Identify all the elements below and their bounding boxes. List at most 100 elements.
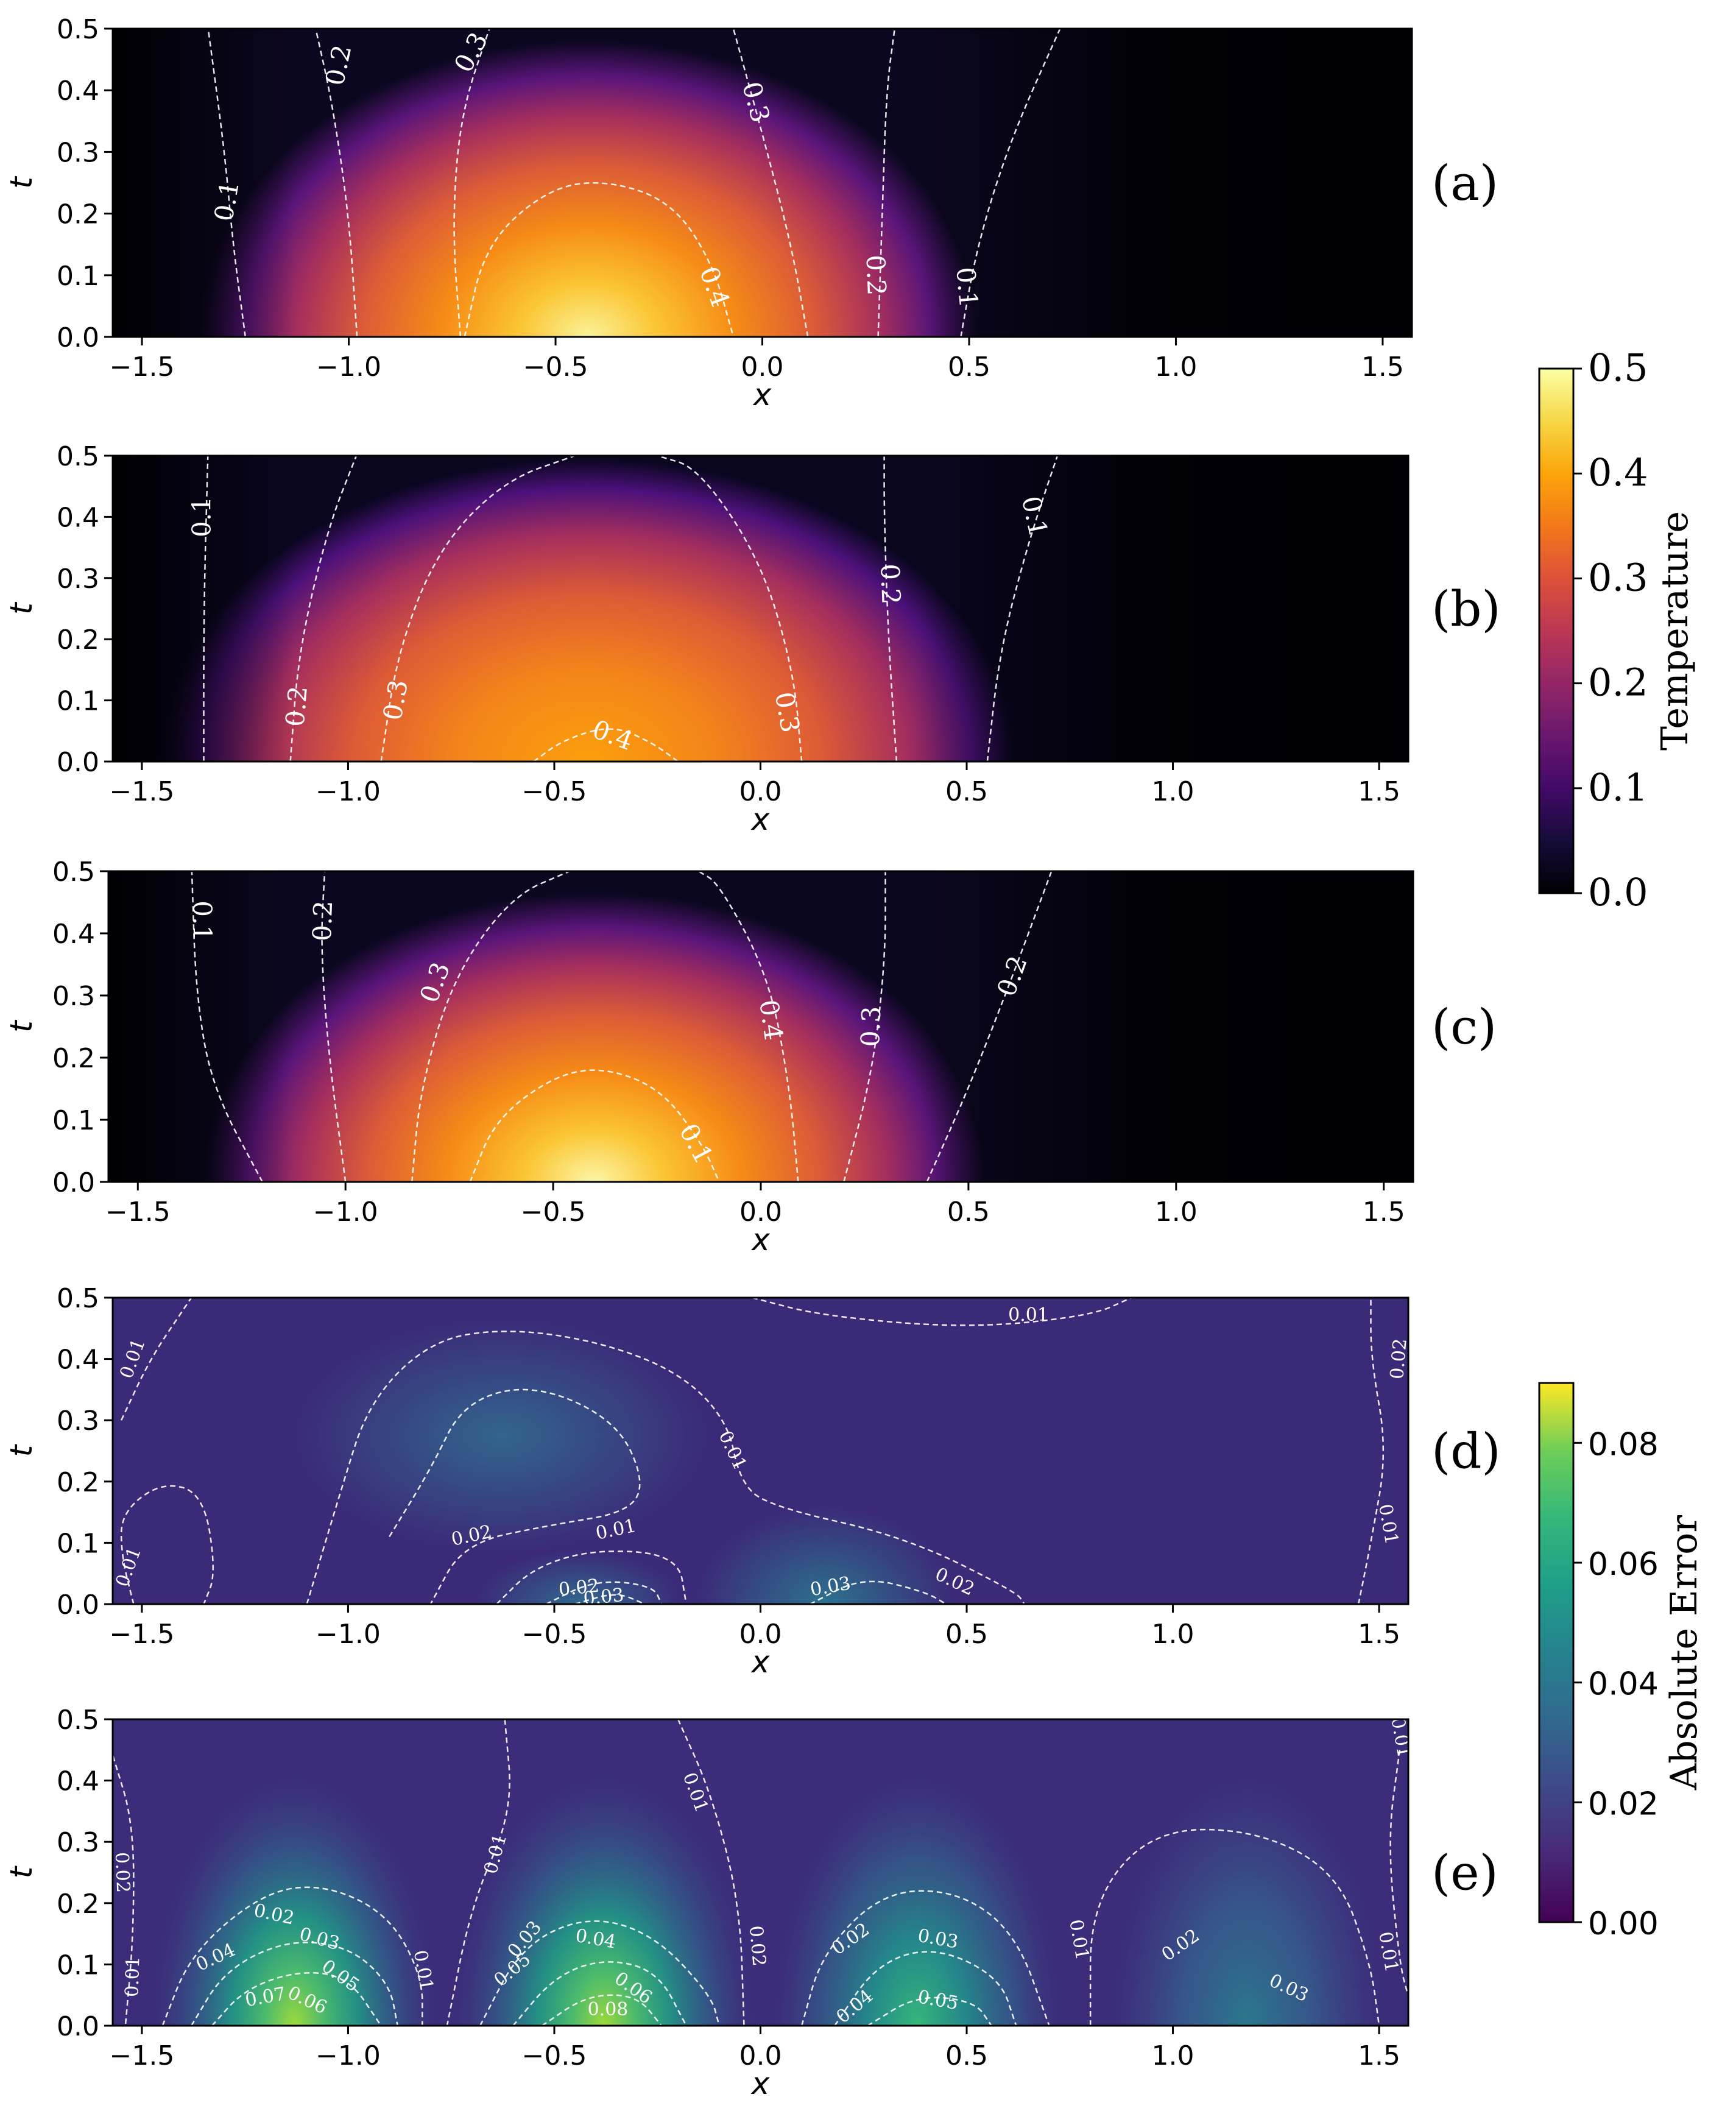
- contour-label: 0.1: [186, 497, 216, 537]
- y-axis-label: t: [4, 1865, 39, 1878]
- x-tick-label: −1.0: [313, 1197, 378, 1228]
- y-tick-label: 0.1: [57, 686, 99, 717]
- contour-line: [289, 455, 358, 762]
- colorbar-tick-label: 0.5: [1588, 345, 1648, 390]
- contour-line: [446, 1719, 510, 2026]
- contour-line: [986, 455, 1059, 762]
- x-tick-label: −1.5: [110, 1619, 175, 1650]
- heatmap-blob: [455, 1719, 752, 2026]
- y-axis-label: t: [4, 1019, 39, 1033]
- y-tick-label: 0.3: [57, 1406, 99, 1437]
- contour-line: [800, 1890, 1050, 2026]
- x-tick-label: 0.0: [739, 1197, 782, 1228]
- x-tick-label: −1.5: [110, 776, 175, 807]
- contour-line: [867, 1996, 992, 2027]
- panel-label: (e): [1431, 1845, 1498, 1901]
- x-tick-label: 0.5: [947, 1197, 990, 1228]
- x-tick-label: 0.5: [945, 776, 988, 807]
- contour-line: [732, 28, 809, 338]
- x-tick-label: 1.5: [1358, 1619, 1400, 1650]
- panel-d: 0.010.010.02 0.010.010.020.03 0.03 0.020.01…: [4, 1283, 1501, 1680]
- panel-b: 0.1 0.2 0.3 0.4 0.3 0.2 0.1 −1.5 −1.0 −0.5 0.0 0.5 1…: [4, 441, 1501, 837]
- contour-line: [306, 1331, 1025, 1605]
- x-tick-label: 1.5: [1358, 2040, 1400, 2071]
- x-tick-label: −1.0: [316, 2040, 381, 2071]
- y-tick-label: 0.4: [57, 76, 99, 107]
- contour-label: 0.1: [950, 266, 984, 309]
- contour-line: [207, 28, 247, 338]
- x-tick-label: −0.5: [522, 2040, 587, 2071]
- contour-line: [883, 456, 898, 762]
- contour-label: 0.08: [588, 1999, 629, 2020]
- x-tick-label: −1.0: [316, 1619, 381, 1650]
- x-axis-label: x: [750, 1644, 770, 1680]
- contour-label: 0.02: [1386, 1338, 1411, 1381]
- contour-line: [464, 182, 735, 338]
- y-tick-label: 0.4: [57, 1345, 99, 1376]
- x-tick-label: −1.5: [105, 1197, 171, 1228]
- y-tick-label: 0.3: [57, 1827, 99, 1858]
- contour-line: [877, 28, 896, 338]
- contour-line: [574, 1594, 646, 1605]
- x-tick-label: 0.5: [948, 352, 990, 383]
- panel-a: 0.10.2 0.30.40.30.2 0.1−1.5 −1.0 −0.5 0.0 0.5 1…: [4, 14, 1498, 412]
- colorbar-label: Temperature: [1654, 511, 1696, 751]
- contour-line: [1357, 1298, 1385, 1605]
- y-tick-label: 0.5: [52, 857, 95, 888]
- y-tick-label: 0.0: [57, 747, 99, 778]
- y-tick-label: 0.2: [57, 624, 99, 656]
- contour-line: [960, 28, 1061, 338]
- contour-line: [389, 1388, 641, 1605]
- x-tick-label: −1.0: [316, 776, 381, 807]
- contour-line: [112, 1755, 135, 2026]
- colorbar-tick-label: 0.04: [1588, 1666, 1659, 1703]
- heatmap-shade-left: [108, 871, 1413, 1182]
- x-tick-label: 1.5: [1361, 352, 1404, 383]
- colorbar-tick-label: 0.02: [1588, 1786, 1659, 1822]
- y-tick-label: 0.3: [57, 564, 99, 595]
- y-tick-label: 0.2: [52, 1043, 95, 1074]
- colorbar-tick-label: 0.06: [1588, 1546, 1659, 1583]
- y-tick-label: 0.5: [57, 14, 99, 45]
- contour-line: [315, 28, 358, 338]
- x-tick-label: 1.5: [1358, 776, 1400, 807]
- contour-label: 0.02: [111, 1851, 133, 1893]
- contour-line: [411, 870, 570, 1183]
- contour-line: [380, 454, 576, 762]
- x-axis-label: x: [750, 1222, 770, 1257]
- contour-label: 0.1: [208, 179, 245, 224]
- contour-line: [191, 1942, 398, 2026]
- colorbar-tick-label: 0.0: [1588, 870, 1648, 914]
- contour-line: [1089, 1828, 1380, 2026]
- contour-line: [1389, 1750, 1409, 1996]
- heatmap-blob: [1115, 1719, 1380, 2026]
- contour-line: [834, 1951, 1017, 2026]
- contour-label: 0.2: [307, 900, 338, 941]
- heatmap-shade-left: [113, 29, 1412, 337]
- contour-line: [752, 1296, 1132, 1326]
- y-tick-label: 0.0: [57, 322, 99, 353]
- contour-line: [211, 1972, 382, 2026]
- contour-line: [496, 1550, 687, 1605]
- heatmap-blob: [154, 1719, 435, 2026]
- colorbar-tick-label: 0.08: [1588, 1426, 1659, 1463]
- contour-line: [533, 728, 679, 763]
- y-tick-label: 0.1: [57, 1950, 99, 1981]
- panel-label: (d): [1431, 1423, 1501, 1480]
- panel-label: (c): [1431, 999, 1497, 1055]
- x-tick-label: 0.0: [739, 2040, 782, 2071]
- contour-label: 0.2: [280, 685, 313, 728]
- contour-label: 0.3: [377, 677, 414, 723]
- colorbar-absolute-error: 0.00 0.02 0.04 0.06 0.08 Absolute Error: [1538, 1382, 1706, 1942]
- contour-line: [512, 1961, 687, 2026]
- x-tick-label: −0.5: [521, 1197, 586, 1228]
- y-tick-label: 0.1: [52, 1105, 95, 1136]
- y-tick-label: 0.0: [52, 1167, 95, 1198]
- contour-line: [469, 1069, 720, 1183]
- colorbar-gradient: [1538, 367, 1575, 894]
- y-tick-label: 0.2: [57, 1467, 99, 1498]
- contour-line: [161, 1886, 423, 2026]
- x-tick-label: 0.5: [945, 1619, 988, 1650]
- contour-label: 0.3: [855, 1006, 886, 1047]
